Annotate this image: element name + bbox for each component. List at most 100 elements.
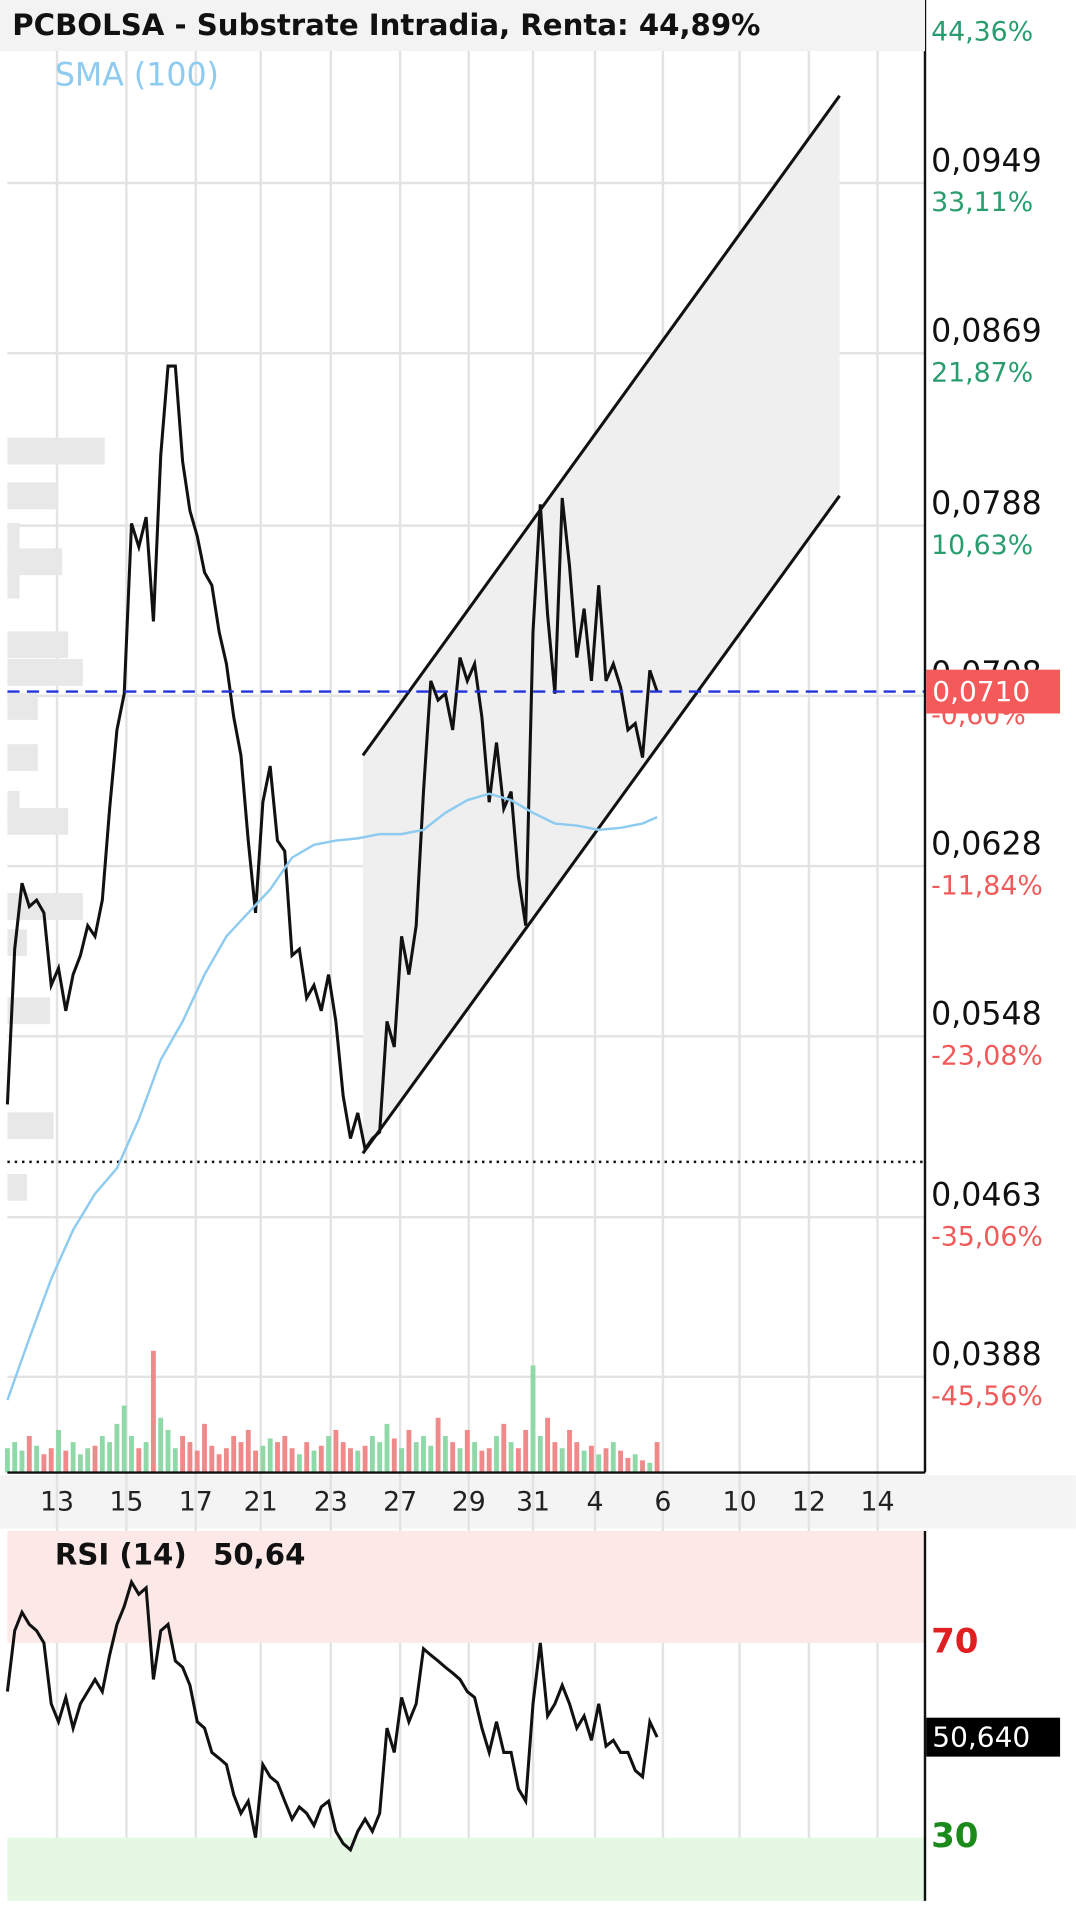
volume-bar bbox=[245, 1429, 251, 1473]
volume-bar bbox=[63, 1450, 69, 1473]
volume-bar bbox=[632, 1454, 638, 1473]
volume-bar bbox=[136, 1448, 142, 1473]
volume-bar bbox=[187, 1442, 193, 1473]
volume-bar bbox=[121, 1405, 127, 1473]
volume-bar bbox=[333, 1429, 339, 1473]
volume-profile-bar bbox=[7, 631, 69, 659]
volume-bar bbox=[289, 1448, 295, 1473]
volume-profile-bar bbox=[7, 548, 63, 576]
volume-bar bbox=[282, 1436, 288, 1473]
rsi-value: 50,64 bbox=[213, 1538, 305, 1572]
x-tick-label: 29 bbox=[452, 1486, 486, 1517]
volume-bar bbox=[567, 1429, 572, 1473]
sma-line bbox=[6, 792, 658, 1401]
volume-bar bbox=[472, 1442, 478, 1473]
volume-bar bbox=[494, 1436, 499, 1473]
volume-bar bbox=[647, 1462, 653, 1473]
volume-profile-bar bbox=[7, 482, 59, 510]
rsi-line bbox=[5, 1578, 659, 1853]
volume-profile-bar bbox=[7, 1112, 54, 1140]
volume-bar bbox=[107, 1442, 113, 1473]
volume-bar bbox=[508, 1442, 514, 1473]
return-label: -45,56% bbox=[931, 1381, 1043, 1412]
volume-bar bbox=[129, 1436, 134, 1473]
volume-bar bbox=[537, 1436, 543, 1473]
x-tick-label: 6 bbox=[654, 1486, 671, 1517]
volume-profile-bar bbox=[7, 693, 38, 720]
volume-bar bbox=[413, 1442, 419, 1473]
x-tick-label: 31 bbox=[516, 1486, 550, 1517]
plot: 13 15 17 21 23 27 29 31 4 6 10 12 14 0,0949 0,0869 0,07… bbox=[4, 0, 1061, 1901]
rsi-level-label: 70 bbox=[931, 1621, 978, 1661]
volume-profile-bar bbox=[7, 522, 20, 550]
volume-bar bbox=[625, 1457, 631, 1473]
volume-bar bbox=[253, 1450, 259, 1473]
volume-bar bbox=[450, 1442, 456, 1473]
x-tick-label: 17 bbox=[179, 1486, 213, 1517]
volume-bar bbox=[143, 1442, 149, 1473]
volume-bar bbox=[348, 1448, 353, 1473]
volume-bar bbox=[238, 1442, 244, 1473]
volume-bar bbox=[12, 1442, 18, 1473]
volume-bar bbox=[618, 1450, 624, 1473]
rsi-last-tag bbox=[926, 1717, 1061, 1757]
volume-bar bbox=[479, 1450, 485, 1473]
volume-bar bbox=[267, 1438, 273, 1473]
volume-profile-bar bbox=[7, 744, 38, 771]
chart-title: PCBOLSA - Substrate Intradia, Renta: 44,… bbox=[12, 8, 760, 42]
y-tick-label: 0,0949 bbox=[931, 143, 1042, 179]
volume-bar bbox=[41, 1454, 47, 1473]
y-tick-label: 0,0869 bbox=[931, 314, 1042, 350]
y-tick-label: 0,0788 bbox=[931, 486, 1042, 522]
volume-profile-bar bbox=[7, 571, 20, 599]
volume-bar bbox=[362, 1445, 368, 1473]
x-tick-label: 13 bbox=[40, 1486, 74, 1517]
volume-bar bbox=[442, 1436, 448, 1473]
volume-bar bbox=[523, 1429, 529, 1473]
volume-bar bbox=[421, 1436, 426, 1473]
volume-bar bbox=[85, 1448, 91, 1473]
volume-bar bbox=[369, 1436, 375, 1473]
volume-bar bbox=[515, 1448, 521, 1473]
x-axis-band bbox=[0, 1474, 1076, 1529]
volume-bar bbox=[19, 1450, 25, 1473]
return-label: 33,11% bbox=[931, 187, 1033, 218]
x-tick-label: 14 bbox=[861, 1486, 895, 1517]
volume-bar bbox=[610, 1442, 616, 1473]
volume-profile-bar bbox=[7, 997, 50, 1025]
return-label: -23,08% bbox=[931, 1040, 1043, 1071]
volume-bar bbox=[428, 1445, 434, 1473]
volume-bar bbox=[654, 1442, 660, 1473]
volume-bar bbox=[435, 1417, 441, 1473]
y-tick-label: 0,0548 bbox=[931, 997, 1042, 1033]
volume-bar bbox=[231, 1436, 237, 1473]
x-tick-label: 15 bbox=[109, 1486, 143, 1517]
return-label: 44,36% bbox=[931, 16, 1033, 47]
volume-bar bbox=[391, 1438, 397, 1473]
y-tick-label: 0,0628 bbox=[931, 826, 1042, 862]
volume-profile-bar bbox=[7, 1174, 27, 1201]
return-label: -11,84% bbox=[931, 870, 1043, 901]
channel-upper bbox=[361, 94, 841, 757]
title-box bbox=[0, 0, 925, 52]
volume-bar bbox=[486, 1448, 492, 1473]
y-tick-label: 0,0388 bbox=[931, 1337, 1042, 1373]
volume-bar bbox=[209, 1445, 215, 1473]
rsi-zone bbox=[7, 1530, 925, 1643]
volume-bar bbox=[574, 1442, 580, 1473]
volume-bar bbox=[596, 1454, 602, 1473]
volume-bar bbox=[92, 1445, 98, 1473]
volume-bar bbox=[318, 1445, 324, 1473]
volume-bar bbox=[172, 1448, 178, 1473]
volume-bar bbox=[552, 1442, 558, 1473]
volume-bar bbox=[406, 1429, 412, 1473]
volume-bar bbox=[377, 1442, 383, 1473]
volume-bar bbox=[581, 1450, 587, 1473]
volume-bar bbox=[99, 1436, 105, 1473]
volume-bar bbox=[26, 1436, 32, 1473]
volume-bar bbox=[180, 1436, 186, 1473]
price-line bbox=[5, 364, 659, 1153]
volume-bar bbox=[340, 1442, 346, 1473]
